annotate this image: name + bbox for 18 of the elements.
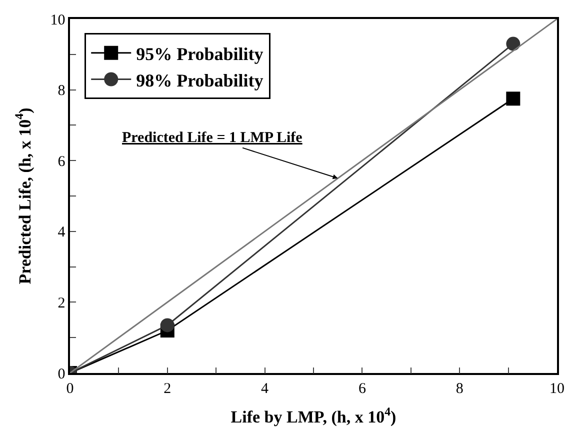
y-tick-label: 4 xyxy=(58,224,66,241)
point xyxy=(506,36,520,51)
legend-label: 95% Probability xyxy=(136,44,264,64)
point xyxy=(160,318,174,332)
x-tick-label: 4 xyxy=(261,380,270,397)
y-tick-label: 8 xyxy=(58,83,66,100)
legend-label: 98% Probability xyxy=(136,70,264,90)
x-tick-label: 8 xyxy=(456,380,464,397)
y-tick-label: 6 xyxy=(58,154,66,170)
y-tick-label: 2 xyxy=(58,295,66,312)
y-tick-label: 10 xyxy=(50,12,66,28)
point xyxy=(506,92,520,106)
x-tick-label: 6 xyxy=(358,380,366,397)
x-tick-label: 2 xyxy=(164,380,172,397)
annotation: Predicted Life = 1 LMP Life xyxy=(122,130,303,146)
y-tick-label: 0 xyxy=(58,366,66,382)
x-axis-title: Life by LMP, (h, x 10$^{4}$) xyxy=(230,404,396,427)
x-tick-label: 10 xyxy=(550,380,564,397)
